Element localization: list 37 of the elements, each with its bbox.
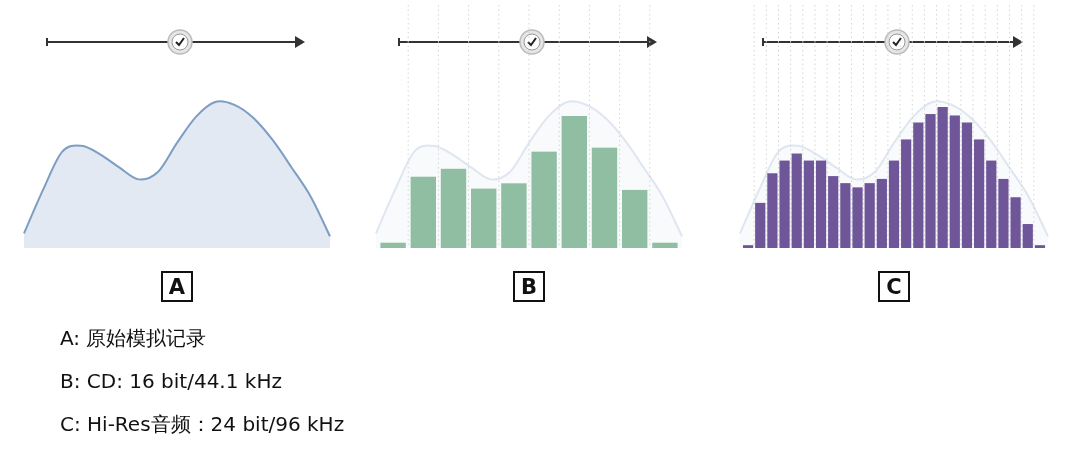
- bar: [561, 116, 587, 248]
- bar: [913, 122, 924, 248]
- bar: [501, 183, 527, 248]
- bar: [622, 189, 648, 248]
- bar: [531, 151, 557, 248]
- bar: [937, 107, 948, 248]
- bar: [791, 153, 802, 248]
- text: B: CD: 16 bit/44.1 kHz: [60, 369, 282, 393]
- bar: [949, 115, 960, 248]
- bar: [815, 160, 827, 248]
- bar: [803, 160, 814, 248]
- text: A: [168, 275, 186, 299]
- bar: [864, 183, 875, 248]
- text: C: [886, 275, 902, 299]
- bar: [986, 160, 997, 248]
- bar: [901, 139, 912, 248]
- bar: [828, 176, 839, 248]
- text: A: 原始模拟记录: [60, 326, 207, 350]
- bar: [888, 160, 900, 248]
- text: C: Hi-Res音频：24 bit/96 kHz: [60, 412, 345, 436]
- bar: [1022, 224, 1033, 248]
- bar: [410, 176, 436, 248]
- bar: [852, 187, 863, 248]
- bar: [471, 188, 497, 248]
- bar: [380, 242, 406, 248]
- bar: [652, 242, 678, 248]
- bar: [742, 245, 754, 248]
- bar: [1034, 245, 1046, 248]
- bar: [974, 139, 985, 248]
- bar: [925, 114, 936, 248]
- bar: [755, 202, 766, 248]
- bar: [961, 122, 973, 248]
- bar: [591, 147, 618, 248]
- bar: [876, 178, 887, 248]
- bar: [440, 168, 467, 248]
- bar: [840, 183, 851, 248]
- text: B: [520, 275, 538, 299]
